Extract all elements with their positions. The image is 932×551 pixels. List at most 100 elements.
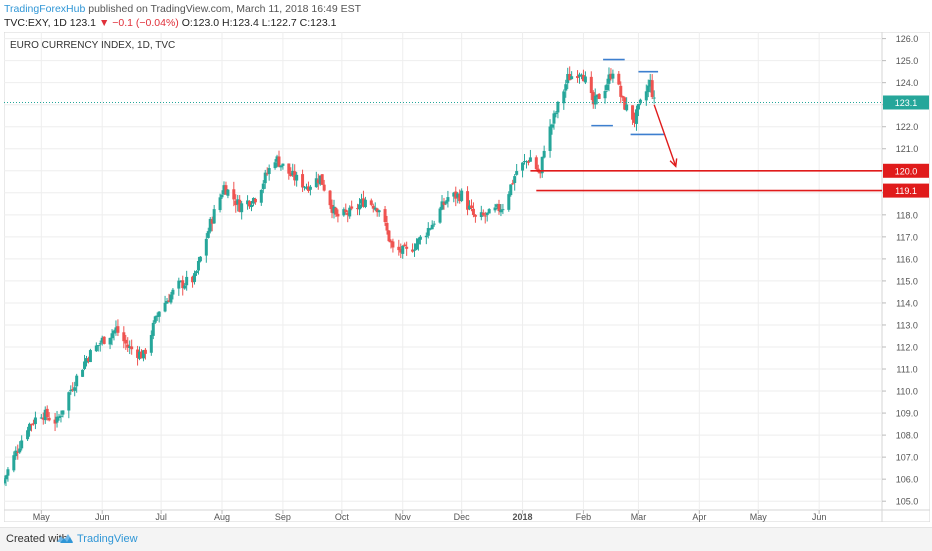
candle-down	[328, 190, 332, 206]
candle-down	[650, 80, 654, 97]
candle-up	[2, 479, 6, 484]
candle-up	[84, 358, 88, 363]
candle-up	[418, 236, 422, 240]
candle-down	[71, 389, 75, 391]
candle-down	[576, 76, 580, 78]
candle-down	[346, 212, 350, 216]
candle-up	[236, 199, 240, 205]
candle-down	[471, 208, 475, 215]
tradingview-brand[interactable]: TradingView	[77, 533, 138, 545]
candle-up	[634, 109, 638, 124]
x-tick-label: Nov	[395, 512, 412, 522]
candle-up	[363, 199, 367, 207]
candle-up	[263, 172, 267, 184]
candle-down	[234, 200, 238, 206]
candle-up	[114, 327, 118, 331]
candle-up	[26, 430, 30, 440]
y-tick-label: 125.0	[896, 56, 919, 66]
candle-up	[55, 416, 59, 423]
candle-up	[198, 256, 202, 262]
candle-up	[251, 197, 255, 204]
x-tick-label: Jun	[95, 512, 110, 522]
candle-down	[287, 163, 291, 174]
last-price-label: 123.1	[895, 98, 918, 108]
candle-down	[483, 215, 487, 217]
tradingview-logo-icon	[57, 534, 73, 543]
candle-down	[336, 213, 340, 217]
chart-title: EURO CURRENCY INDEX, 1D, TVC	[10, 40, 175, 51]
author-link[interactable]: TradingForexHub	[4, 3, 86, 15]
ohlc-values: O:123.0 H:123.4 L:122.7 C:123.1	[178, 17, 337, 29]
candle-down	[466, 191, 470, 210]
candle-up	[204, 238, 208, 256]
candle-up	[646, 85, 650, 93]
candle-down	[375, 208, 379, 213]
candle-up	[426, 228, 430, 236]
price-chart[interactable]: 105.0 106.0 107.0 108.0 109.0 110.0 111.0 112.0…	[2, 31, 931, 523]
candle-down	[568, 73, 572, 81]
candle-down	[633, 118, 637, 123]
candle-up	[468, 205, 472, 210]
candle-up	[169, 294, 173, 303]
candle-down	[356, 208, 360, 210]
forecast-arrow-head	[669, 158, 678, 168]
candle-up	[73, 387, 77, 391]
candle-up	[28, 423, 32, 431]
candle-down	[139, 351, 143, 359]
candle-down	[102, 336, 106, 344]
candle-up	[281, 163, 285, 166]
candle-down	[124, 339, 128, 344]
candle-down	[361, 198, 365, 207]
candle-up	[218, 197, 222, 211]
candle-up	[141, 350, 145, 359]
candle-up	[83, 361, 87, 369]
candle-up	[652, 97, 656, 99]
candle-up	[493, 207, 497, 211]
candle-up	[75, 375, 79, 387]
level-label: 120.0	[895, 166, 918, 176]
candle-up	[638, 99, 642, 104]
candle-up	[487, 209, 491, 214]
candle-up	[605, 84, 609, 91]
candle-down	[581, 75, 585, 82]
candle-down	[316, 179, 320, 184]
candle-down	[469, 205, 473, 208]
y-tick-label: 114.0	[896, 298, 918, 308]
candle-down	[526, 161, 530, 163]
candle-up	[98, 343, 102, 345]
candle-up	[155, 315, 159, 317]
candle-down	[481, 212, 485, 216]
candle-up	[88, 350, 92, 363]
x-tick-label: May	[33, 512, 51, 522]
candle-up	[625, 104, 629, 111]
candle-up	[524, 161, 528, 163]
candle-down	[253, 198, 257, 203]
candle-up	[183, 285, 187, 289]
candle-up	[440, 201, 444, 210]
candle-up	[566, 74, 570, 84]
candle-up	[249, 204, 253, 208]
candle-up	[110, 333, 114, 339]
candle-down	[16, 451, 20, 453]
level-label: 119.1	[895, 186, 917, 196]
candle-down	[631, 105, 635, 120]
candle-up	[578, 74, 582, 77]
candle-down	[385, 222, 389, 231]
candle-up	[540, 156, 544, 174]
candle-up	[579, 74, 583, 76]
y-tick-label: 107.0	[896, 453, 919, 463]
level-badge	[883, 183, 929, 198]
candle-down	[511, 183, 515, 185]
candle-up	[648, 79, 652, 87]
candle-down	[369, 200, 373, 205]
x-tick-label: Oct	[335, 512, 350, 522]
candle-down	[350, 206, 354, 209]
candle-down	[143, 349, 147, 354]
candle-up	[593, 95, 597, 105]
candle-down	[86, 358, 90, 362]
candle-up	[501, 209, 505, 211]
candle-down	[122, 332, 126, 342]
candle-down	[387, 230, 391, 242]
candle-up	[460, 190, 464, 201]
chart-area[interactable]: 105.0 106.0 107.0 108.0 109.0 110.0 111.0 112.0…	[2, 31, 931, 523]
